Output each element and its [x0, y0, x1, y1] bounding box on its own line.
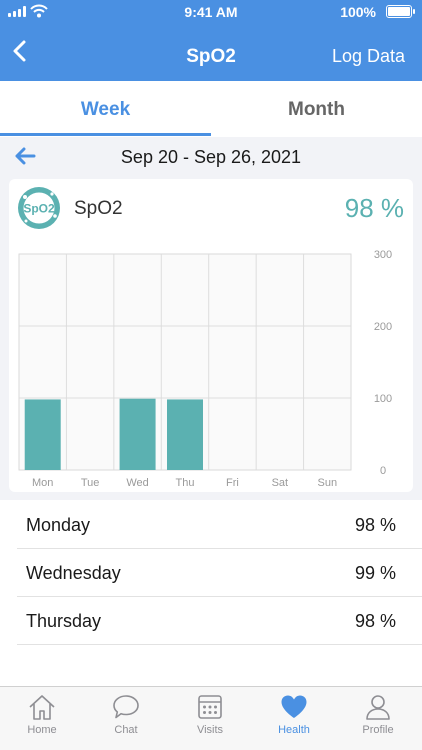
page-title: SpO2 [186, 46, 236, 67]
reading-value: 99 % [354, 563, 396, 583]
chart-bar [24, 399, 61, 470]
signal-icon [8, 6, 26, 17]
wifi-icon [30, 4, 48, 18]
heart-icon [281, 695, 307, 718]
status-bar: 9:41 AM 100% [0, 0, 422, 24]
date-range-row: Sep 20 - Sep 26, 2021 [0, 137, 422, 177]
chart-bar [167, 399, 203, 470]
readings-list: Monday 98 % Wednesday 99 % Thursday 98 % [0, 500, 422, 686]
y-tick-label: 200 [374, 321, 392, 333]
spo2-card: SpO2 SpO2 98 % 300 200 100 0 Mon Tue Wed Thu Fri… [9, 179, 413, 492]
metric-value: 98 % [344, 193, 404, 223]
x-tick-label: Sun [317, 477, 337, 489]
arrow-left-icon[interactable] [14, 147, 36, 165]
tab-label: Chat [114, 724, 138, 736]
x-tick-label: Tue [81, 477, 100, 489]
chat-icon [113, 695, 139, 719]
chevron-left-icon[interactable] [6, 36, 36, 66]
reading-day: Thursday [26, 611, 102, 631]
tab-week[interactable]: Week [80, 99, 131, 120]
reading-day: Monday [26, 515, 91, 535]
x-tick-label: Wed [126, 477, 148, 489]
list-item[interactable]: Monday 98 % [17, 501, 422, 549]
metric-name: SpO2 [74, 198, 123, 219]
x-tick-label: Thu [176, 477, 195, 489]
tab-profile[interactable]: Profile [336, 687, 420, 750]
chart-bar [119, 398, 156, 470]
y-tick-label: 300 [374, 249, 392, 261]
y-tick-label: 100 [374, 393, 392, 405]
period-tabs: Week Month [0, 81, 422, 137]
battery-percent: 100% [340, 4, 376, 20]
x-tick-label: Fri [226, 477, 239, 489]
tab-label: Health [278, 724, 310, 736]
spo2-weekly-chart: 300 200 100 0 Mon Tue Wed Thu Fri Sat Sun [18, 249, 392, 489]
bottom-tab-bar: Home Chat Visits Health Profile [0, 686, 422, 750]
log-data-button[interactable]: Log Data [331, 46, 405, 66]
reading-value: 98 % [354, 515, 396, 535]
reading-value: 98 % [354, 611, 396, 631]
date-range: Sep 20 - Sep 26, 2021 [120, 147, 302, 167]
x-tick-label: Mon [32, 477, 53, 489]
status-time: 9:41 AM [184, 4, 238, 20]
badge-text: SpO2 [23, 202, 55, 216]
list-item[interactable]: Wednesday 99 % [17, 549, 422, 597]
tab-month[interactable]: Month [288, 99, 345, 120]
nav-bar: SpO2 Log Data [0, 24, 422, 81]
calendar-icon [198, 695, 222, 719]
battery-icon [386, 5, 415, 18]
tab-label: Profile [362, 724, 394, 736]
tab-health[interactable]: Health [252, 687, 336, 750]
tab-label: Visits [196, 724, 224, 736]
tab-chat[interactable]: Chat [84, 687, 168, 750]
tab-visits[interactable]: Visits [168, 687, 252, 750]
tab-home[interactable]: Home [0, 687, 84, 750]
reading-day: Wednesday [26, 563, 121, 583]
y-tick-label: 0 [380, 465, 386, 477]
profile-icon [366, 695, 390, 720]
spo2-badge-icon: SpO2 [18, 187, 60, 229]
tab-indicator [0, 133, 211, 136]
tab-label: Home [27, 724, 57, 736]
x-tick-label: Sat [272, 477, 289, 489]
list-item[interactable]: Thursday 98 % [17, 597, 422, 645]
home-icon [29, 695, 55, 720]
